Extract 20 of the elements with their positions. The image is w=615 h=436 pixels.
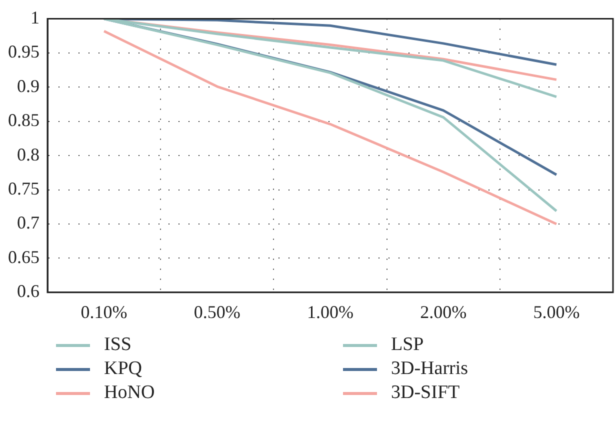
legend-label: 3D-SIFT [391, 382, 460, 404]
y-tick-label: 0.8 [17, 144, 40, 164]
y-tick-label: 0.65 [8, 246, 40, 267]
legend-label: 3D-Harris [391, 358, 468, 380]
legend-label: LSP [391, 334, 424, 356]
x-tick-label: 5.00% [533, 302, 580, 322]
y-tick-label: 0.75 [8, 178, 40, 199]
y-tick-label: 1 [30, 8, 40, 28]
x-tick-label: 0.50% [194, 302, 240, 322]
y-tick-label: 0.7 [17, 212, 40, 233]
legend-label: HoNO [104, 382, 155, 404]
y-tick-label: 0.95 [8, 42, 40, 62]
y-tick-label: 0.6 [17, 281, 40, 302]
x-tick-label: 1.00% [307, 302, 354, 322]
legend-label: KPQ [104, 358, 142, 380]
x-tick-label: 0.10% [80, 302, 128, 322]
y-tick-label: 0.9 [17, 76, 40, 96]
x-tick-label: 2.00% [420, 302, 467, 322]
y-tick-label: 0.85 [8, 110, 40, 130]
legend-label: ISS [104, 334, 132, 356]
